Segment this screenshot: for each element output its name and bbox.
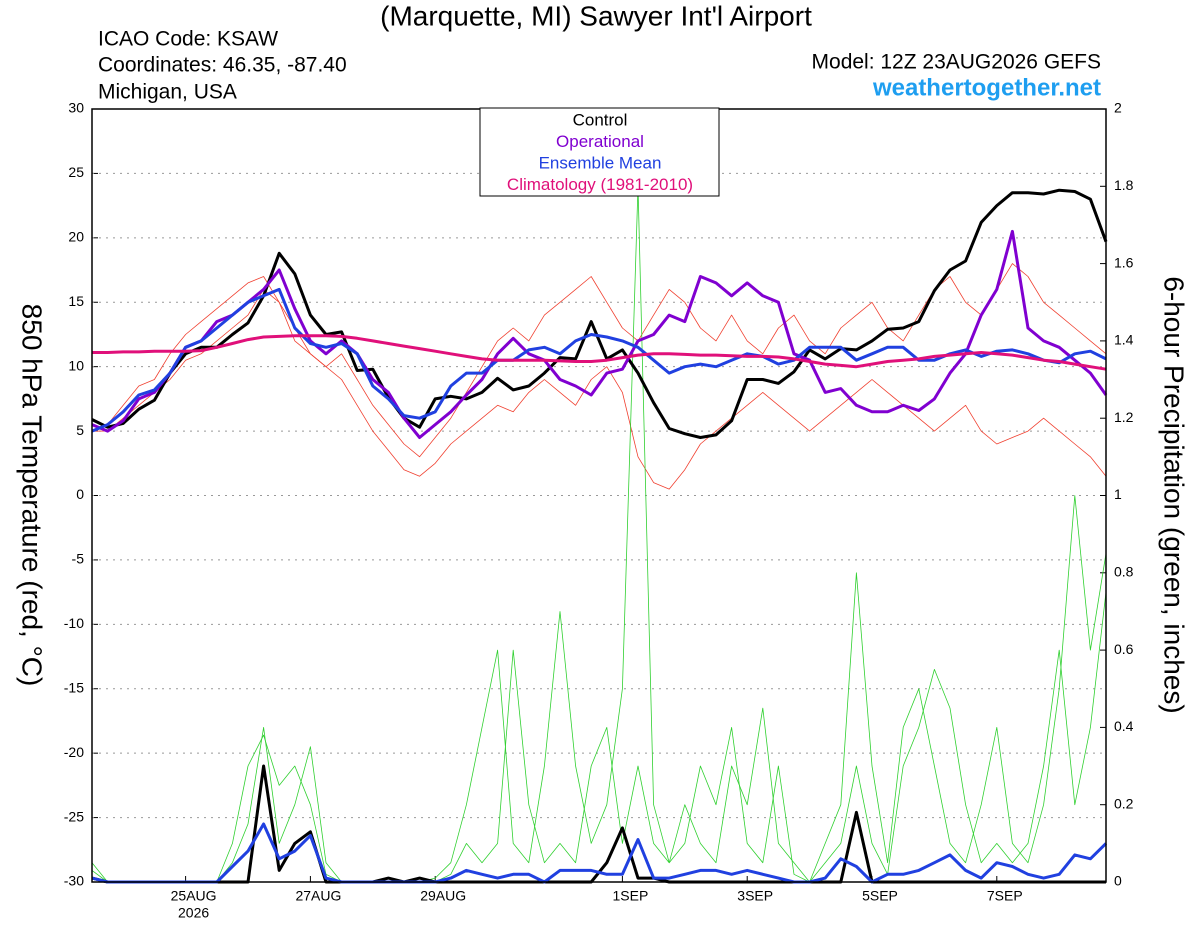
x-tick-label: 3SEP [737,888,773,904]
x-tick-label: 25AUG [171,888,217,904]
y2-tick-label: 0.8 [1114,564,1134,580]
series-line [91,185,1107,883]
location: Michigan, USA [98,81,237,104]
y2-tick-label: 2 [1114,100,1122,116]
series-line [91,822,1108,884]
series-line [91,287,1107,433]
y2-axis-label: 6-hour Precipitation (green, inches) [1159,276,1190,713]
legend-entry: Ensemble Mean [539,153,662,172]
x-tick-label: 27AUG [295,888,341,904]
series-line [91,229,1108,439]
y-tick-label: 10 [68,357,84,373]
legend-entry: Control [573,110,628,129]
series-line [92,334,1107,371]
plot-area: -30 -25 -20 -15 -10 -5 0 5 10 15 20 25 30 0 0.2 0.4 0.6 0… [64,100,1134,921]
x-tick-label: 5SEP [862,888,898,904]
y-tick-label: 15 [68,293,84,309]
chart-title: (Marquette, MI) Sawyer Int'l Airport [380,0,812,31]
y2-tick-label: 1.6 [1114,254,1134,270]
x-year-label: 2026 [178,905,209,921]
series-line [91,188,1108,439]
y2-tick-label: 1 [1114,486,1122,502]
y-tick-label: -10 [64,615,84,631]
y-axis-label: 850 hPa Temperature (red, °C) [17,304,48,687]
icao-code: ICAO Code: KSAW [98,28,278,51]
y2-tick-label: 1.4 [1114,332,1134,348]
y-tick-label: -25 [64,808,84,824]
x-tick-label: 7SEP [987,888,1023,904]
site-label: weathertogether.net [872,74,1101,101]
y-tick-label: 30 [68,100,84,116]
model-label: Model: 12Z 23AUG2026 GEFS [812,51,1101,74]
y-tick-label: 5 [76,422,84,438]
y-tick-label: -5 [72,551,85,567]
x-tick-label: 1SEP [612,888,648,904]
legend-entry: Operational [556,132,644,151]
legend: Control Operational Ensemble Mean Climatolo… [507,110,693,194]
y-tick-label: 25 [68,164,84,180]
y-tick-label: -20 [64,744,84,760]
series-line [92,289,1107,490]
legend-box [479,107,720,197]
y-tick-label: 20 [68,229,84,245]
y2-tick-label: 1.8 [1114,177,1134,193]
y-tick-label: 0 [76,486,84,502]
y2-tick-label: 0.4 [1114,718,1134,734]
y-tick-label: -15 [64,679,84,695]
y2-tick-label: 1.2 [1114,409,1134,425]
y-tick-label: -30 [64,873,84,889]
series-line [91,592,1107,883]
y2-tick-label: 0 [1114,873,1122,889]
legend-entry: Climatology (1981-2010) [507,175,693,194]
y2-tick-label: 0.6 [1114,641,1134,657]
x-tick-label: 29AUG [420,888,466,904]
y2-tick-label: 0.2 [1114,795,1134,811]
coordinates: Coordinates: 46.35, -87.40 [98,54,347,77]
